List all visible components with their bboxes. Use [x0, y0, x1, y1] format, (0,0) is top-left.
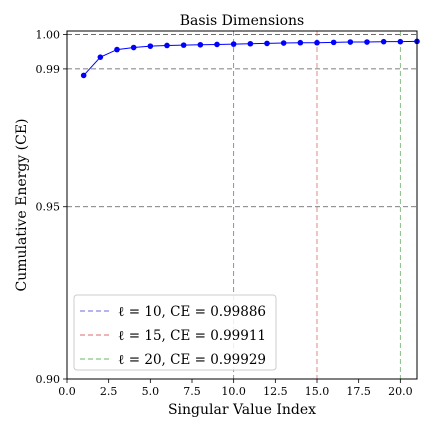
data-point: [180, 42, 187, 48]
data-point: [380, 38, 387, 45]
x-tick-label: 0.0: [58, 385, 76, 398]
plot-frame: [66, 30, 418, 380]
data-point: [364, 39, 370, 45]
data-point: [264, 40, 270, 47]
x-tick-label: 20.0: [388, 385, 413, 398]
data-point: [347, 39, 354, 45]
x-tick-label: 12.5: [263, 385, 288, 398]
data-point: [230, 41, 237, 47]
chart-title: Basis Dimensions: [180, 13, 305, 29]
y-axis: 0.90 0.95 0.99 1.00: [36, 28, 67, 386]
x-tick-label: 15.0: [305, 385, 330, 398]
data-point: [314, 39, 320, 46]
y-axis-label: Cumulative Energy (CE): [14, 119, 30, 292]
data-point: [197, 41, 204, 48]
y-tick-label: 0.95: [36, 201, 61, 214]
legend: ℓ = 10, CE = 0.99886 ℓ = 15, CE = 0.99911…: [73, 294, 277, 371]
data-point: [164, 42, 170, 49]
data-point: [397, 38, 404, 45]
x-axis: 0.0 2.5 5.0 7.5 10.0 12.5 15.0 17.5 20.0: [58, 379, 413, 398]
data-point: [97, 54, 104, 60]
series-layer: [80, 38, 420, 79]
data-point: [214, 41, 220, 48]
data-point: [280, 40, 287, 46]
data-point: [130, 44, 137, 51]
data-point: [80, 72, 87, 79]
x-axis-label: Singular Value Index: [168, 402, 316, 418]
data-point: [147, 43, 154, 49]
y-tick-label: 0.99: [36, 63, 61, 76]
data-point: [330, 39, 337, 46]
legend-label: ℓ = 15, CE = 0.99911: [118, 328, 266, 344]
x-tick-label: 17.5: [346, 385, 371, 398]
x-tick-label: 10.0: [221, 385, 246, 398]
legend-label: ℓ = 10, CE = 0.99886: [118, 304, 266, 320]
data-point: [247, 40, 254, 47]
y-tick-label: 1.00: [36, 28, 61, 41]
x-tick-label: 7.5: [183, 385, 201, 398]
x-tick-label: 2.5: [100, 385, 118, 398]
legend-label: ℓ = 20, CE = 0.99929: [118, 352, 266, 368]
data-point: [114, 46, 120, 53]
data-point: [297, 39, 304, 46]
y-tick-label: 0.90: [36, 373, 61, 386]
x-tick-label: 5.0: [142, 385, 160, 398]
legend-box: [73, 294, 277, 371]
